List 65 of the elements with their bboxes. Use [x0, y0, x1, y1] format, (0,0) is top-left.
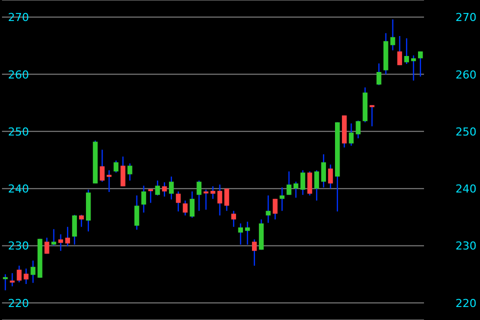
y-tick-label: 260 — [8, 68, 29, 82]
candlestick — [79, 214, 84, 228]
candlestick — [30, 260, 36, 284]
candlestick — [280, 186, 284, 212]
candlestick — [370, 104, 374, 127]
candlestick — [272, 198, 278, 220]
candlestick — [286, 170, 292, 196]
candlestick — [65, 226, 70, 247]
candlestick — [300, 170, 306, 196]
candlestick — [51, 228, 56, 246]
candlestick — [44, 237, 50, 254]
candlestick — [390, 18, 396, 51]
candlestick — [162, 182, 167, 198]
y2-tick-label: 230 — [456, 240, 476, 253]
candlestick — [148, 188, 154, 204]
candlestick — [224, 188, 230, 212]
candlestick — [114, 160, 118, 174]
candlestick — [397, 35, 402, 66]
candlestick — [231, 210, 236, 228]
y2-tick-label: 260 — [456, 68, 476, 82]
candlestick — [204, 189, 208, 210]
candlestick — [120, 156, 126, 187]
candlestick — [134, 194, 140, 230]
candlestick — [348, 122, 354, 146]
candlestick — [356, 120, 361, 139]
candlestick — [307, 170, 312, 196]
candlestick — [210, 186, 216, 200]
candlestick — [2, 274, 8, 291]
y-tick-label: 250 — [8, 125, 29, 138]
candlestick — [245, 221, 250, 246]
candlestick — [418, 50, 423, 78]
y2-tick-label: 250 — [456, 125, 476, 138]
y-tick-label: 230 — [8, 240, 29, 253]
candlestick — [314, 170, 320, 202]
candlestick — [141, 185, 146, 214]
candlestick — [10, 272, 15, 287]
candlestick — [58, 234, 64, 252]
candlestick — [190, 190, 195, 218]
candlestick — [106, 170, 112, 193]
candlestick — [328, 164, 333, 190]
y-tick-label: 240 — [8, 182, 29, 196]
candlestick — [182, 200, 188, 216]
candlestick — [376, 62, 382, 86]
y2-tick-label: 240 — [456, 182, 476, 196]
candlestick — [24, 268, 28, 285]
candlestick — [155, 180, 160, 196]
candlestick — [127, 162, 132, 182]
y2-tick-label: 270 — [456, 11, 476, 24]
candlestick — [217, 184, 222, 216]
candlestick — [411, 54, 416, 82]
candlestick — [404, 38, 409, 65]
candlestick — [238, 222, 243, 246]
candlestick — [176, 190, 181, 212]
candlestick — [16, 265, 22, 283]
candlestick — [294, 181, 298, 198]
candlestick — [100, 149, 105, 182]
candlestick — [72, 214, 77, 246]
candlestick — [321, 154, 326, 188]
candlestick — [252, 238, 257, 266]
y2-tick-label: 220 — [456, 296, 476, 310]
y-tick-label: 270 — [8, 11, 29, 24]
candlestick — [168, 176, 174, 200]
candlestick — [196, 180, 202, 212]
y-tick-label: 220 — [8, 296, 29, 310]
candlestick — [266, 194, 271, 224]
